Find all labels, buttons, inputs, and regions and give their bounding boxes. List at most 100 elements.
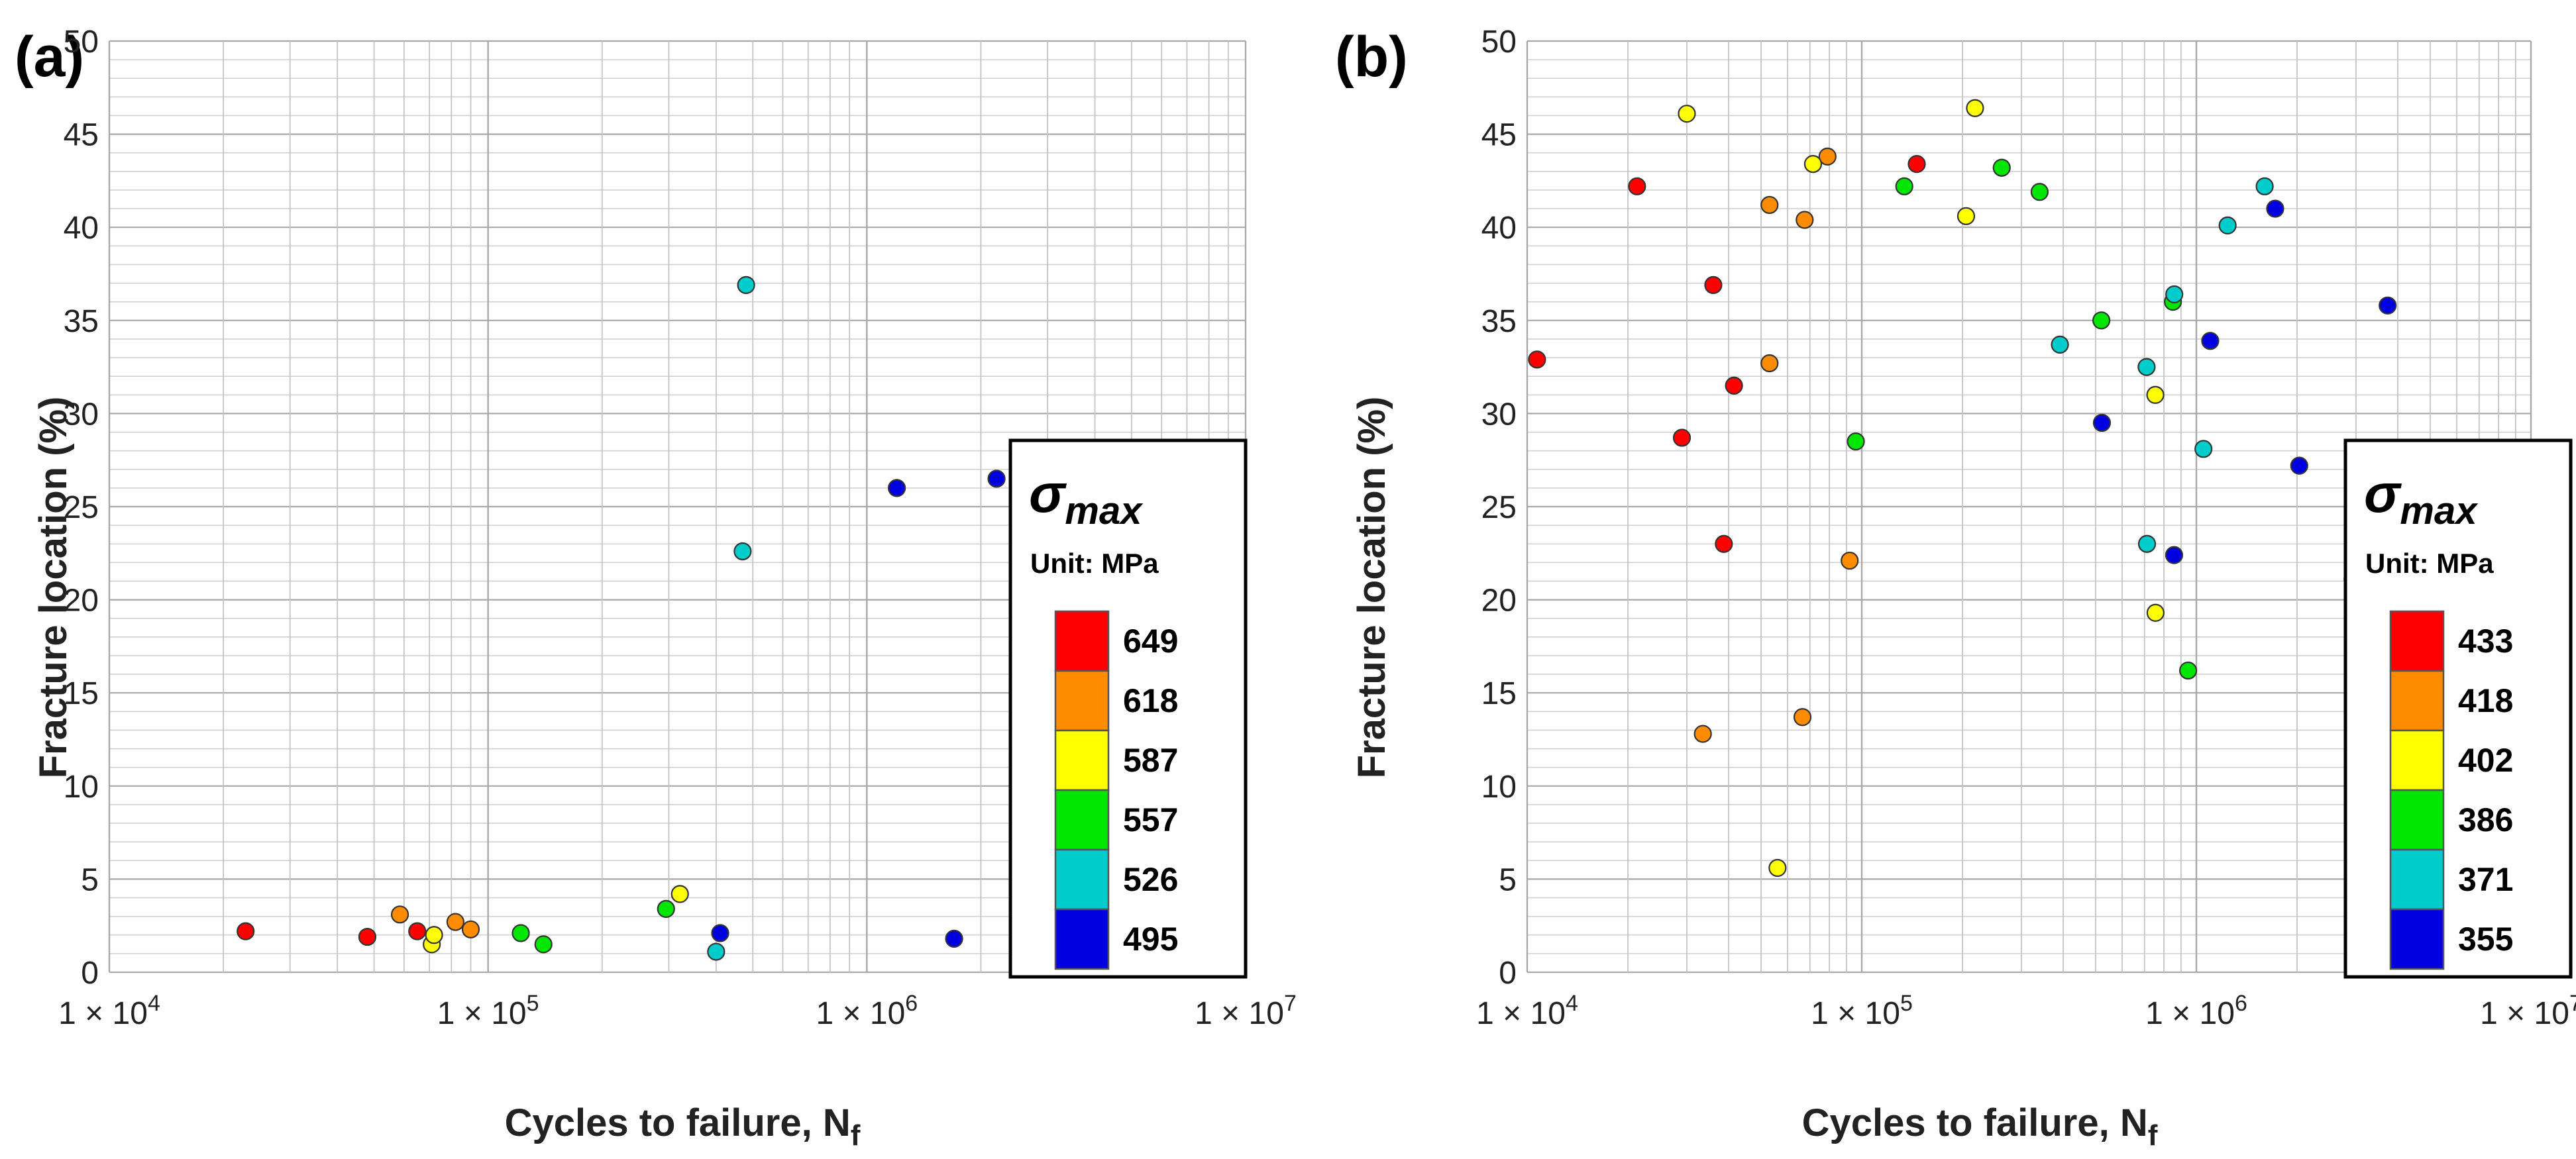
panel-a-y-tick-label: 30 <box>64 397 99 432</box>
panel-a-x-tick-label: 1 × 105 <box>437 991 539 1031</box>
panel-b-data-point <box>1715 534 1733 553</box>
panel-b-ticks: 0 5 10 15 20 25 30 35 40 45 50 1 × 104 1 × 105 1 × 10… <box>1476 25 2576 1031</box>
panel-a-data-point <box>707 942 725 961</box>
panel-b-legend-swatch <box>2389 610 2445 672</box>
panel-a-y-tick-label: 35 <box>64 304 99 339</box>
panel-b-legend-label: 418 <box>2458 682 2513 719</box>
panel-b-data-point <box>1966 99 1984 117</box>
panel-a-y-tick-label: 0 <box>81 956 99 991</box>
panel-b-data-point <box>1895 177 1913 195</box>
panel-b-data-point <box>2165 285 2184 304</box>
panel-b-legend-swatch <box>2389 908 2445 970</box>
panel-b-y-tick-label: 40 <box>1481 211 1517 246</box>
panel-a-y-tick-label: 20 <box>64 583 99 619</box>
panel-a-data-point <box>461 920 480 938</box>
panel-b-data-point <box>1796 211 1814 229</box>
panel-a-data-point <box>534 935 553 954</box>
panel-b-data-point <box>2379 296 2397 315</box>
panel-b-data-point <box>1672 428 1691 447</box>
panel-a-label: (a) <box>15 25 84 89</box>
panel-b-legend-box <box>2343 438 2573 979</box>
panel-a-data-point <box>446 913 464 931</box>
panel-a-data-point <box>945 929 963 948</box>
panel-b-y-tick-label: 35 <box>1481 304 1517 339</box>
panel-a-y-tick-label: 15 <box>64 676 99 711</box>
panel-b-data-point <box>2266 199 2284 218</box>
panel-b-data-point <box>1693 725 1712 743</box>
panel-b-legend-label: 433 <box>2458 623 2513 660</box>
panel-a-legend-swatch <box>1054 729 1110 791</box>
panel-b-data-point <box>1793 708 1812 727</box>
panel-a-legend-swatch <box>1054 789 1110 851</box>
panel-b-data-point <box>1847 432 1865 451</box>
panel-a-x-tick-label: 1 × 107 <box>1195 991 1297 1031</box>
panel-a-data-point <box>737 276 755 294</box>
panel-b-legend-unit: Unit: MPa <box>2365 548 2494 579</box>
panel-a-y-axis-title: Fracture location (%) <box>32 397 75 779</box>
panel-a-data-point <box>987 470 1006 488</box>
panel-b-legend-label: 402 <box>2458 742 2513 779</box>
panel-b-data-point <box>2201 332 2220 350</box>
panel-b-legend-swatch <box>2389 848 2445 911</box>
panel-a-legend-label: 495 <box>1123 921 1178 958</box>
panel-b-y-axis-title: Fracture location (%) <box>1350 397 1393 779</box>
panel-b-data-point <box>2178 661 2198 680</box>
panel-a-legend-swatch <box>1054 670 1110 732</box>
panel-a-data-point <box>425 926 443 944</box>
panel-b-data-point <box>2255 177 2274 195</box>
panel-a-legend-swatch <box>1054 908 1110 970</box>
panel-b-data-point <box>2218 216 2237 234</box>
panel-a-data-point <box>733 542 752 561</box>
panel-b-x-axis-title-subscript: f <box>2148 1119 2158 1152</box>
panel-b-y-tick-label: 0 <box>1499 956 1517 991</box>
panel-b-legend-label: 386 <box>2458 801 2513 838</box>
panel-a-ticks: 0 5 10 15 20 25 30 35 40 45 50 1 × 104 1 × 105 1 × 10… <box>58 25 1297 1031</box>
panel-b: (b) 0 5 10 15 20 25 30 35 40 45 50 1 × 104 1 × 105 1 … <box>1335 25 2576 1152</box>
panel-b-y-tick-label: 20 <box>1481 583 1517 619</box>
panel-b-data-point <box>1768 858 1787 878</box>
panel-b-data-point <box>1678 105 1696 123</box>
panel-b-y-tick-label: 45 <box>1481 118 1517 153</box>
panel-a-x-tick-label: 1 × 106 <box>816 991 918 1031</box>
panel-a-data-point <box>408 922 427 940</box>
panel-a-y-tick-label: 45 <box>64 118 99 153</box>
panel-b-x-tick-label: 1 × 106 <box>2145 991 2247 1031</box>
panel-b-data-point <box>1628 177 1646 195</box>
panel-a: (a) 0 5 10 15 20 25 30 35 40 45 50 1 × 104 1 × 105 1 … <box>15 25 1297 1152</box>
panel-b-x-tick-label: 1 × 104 <box>1476 991 1578 1031</box>
panel-b-data-point <box>2137 534 2157 553</box>
panel-b-data-point <box>2137 358 2156 376</box>
panel-b-data-point <box>1957 207 1976 225</box>
panel-b-x-axis-title: Cycles to failure, Nf <box>1802 1101 2158 1152</box>
panel-b-y-tick-label: 50 <box>1481 25 1517 60</box>
panel-b-data-point <box>2092 311 2111 330</box>
panel-b-data-point <box>2165 546 2184 564</box>
panel-b-data-point <box>2030 183 2049 201</box>
panel-a-x-axis-title-main: Cycles to failure, N <box>505 1101 851 1144</box>
panel-a-y-tick-label: 5 <box>81 862 99 897</box>
panel-a-legend-label: 649 <box>1123 623 1178 660</box>
panel-b-legend-swatch <box>2389 729 2445 791</box>
panel-b-data-point <box>1907 154 1926 174</box>
panel-b-y-tick-label: 30 <box>1481 397 1517 432</box>
panel-b-data-point <box>2051 335 2069 354</box>
panel-b-data-point <box>1725 376 1743 395</box>
panel-a-data-point <box>711 924 729 942</box>
panel-b-x-tick-label: 1 × 107 <box>2480 991 2576 1031</box>
panel-a-legend-label: 587 <box>1123 742 1178 779</box>
panel-b-data-point <box>1760 354 1779 373</box>
panel-b-data-point <box>2092 413 2112 432</box>
panel-b-legend-swatch <box>2389 789 2445 851</box>
panel-a-data-point <box>237 922 255 940</box>
panel-a-x-tick-label: 1 × 104 <box>58 991 160 1031</box>
panel-a-data-point <box>390 905 409 924</box>
panel-b-data-point <box>1528 350 1546 369</box>
panel-b-data-point <box>2194 440 2213 458</box>
panel-a-data-point <box>358 927 377 946</box>
panel-b-x-tick-label: 1 × 105 <box>1811 991 1913 1031</box>
panel-b-data-point <box>1803 154 1823 174</box>
panel-b-legend-label: 355 <box>2458 921 2513 958</box>
panel-a-y-tick-label: 25 <box>64 490 99 525</box>
panel-a-legend-label: 557 <box>1123 801 1178 838</box>
